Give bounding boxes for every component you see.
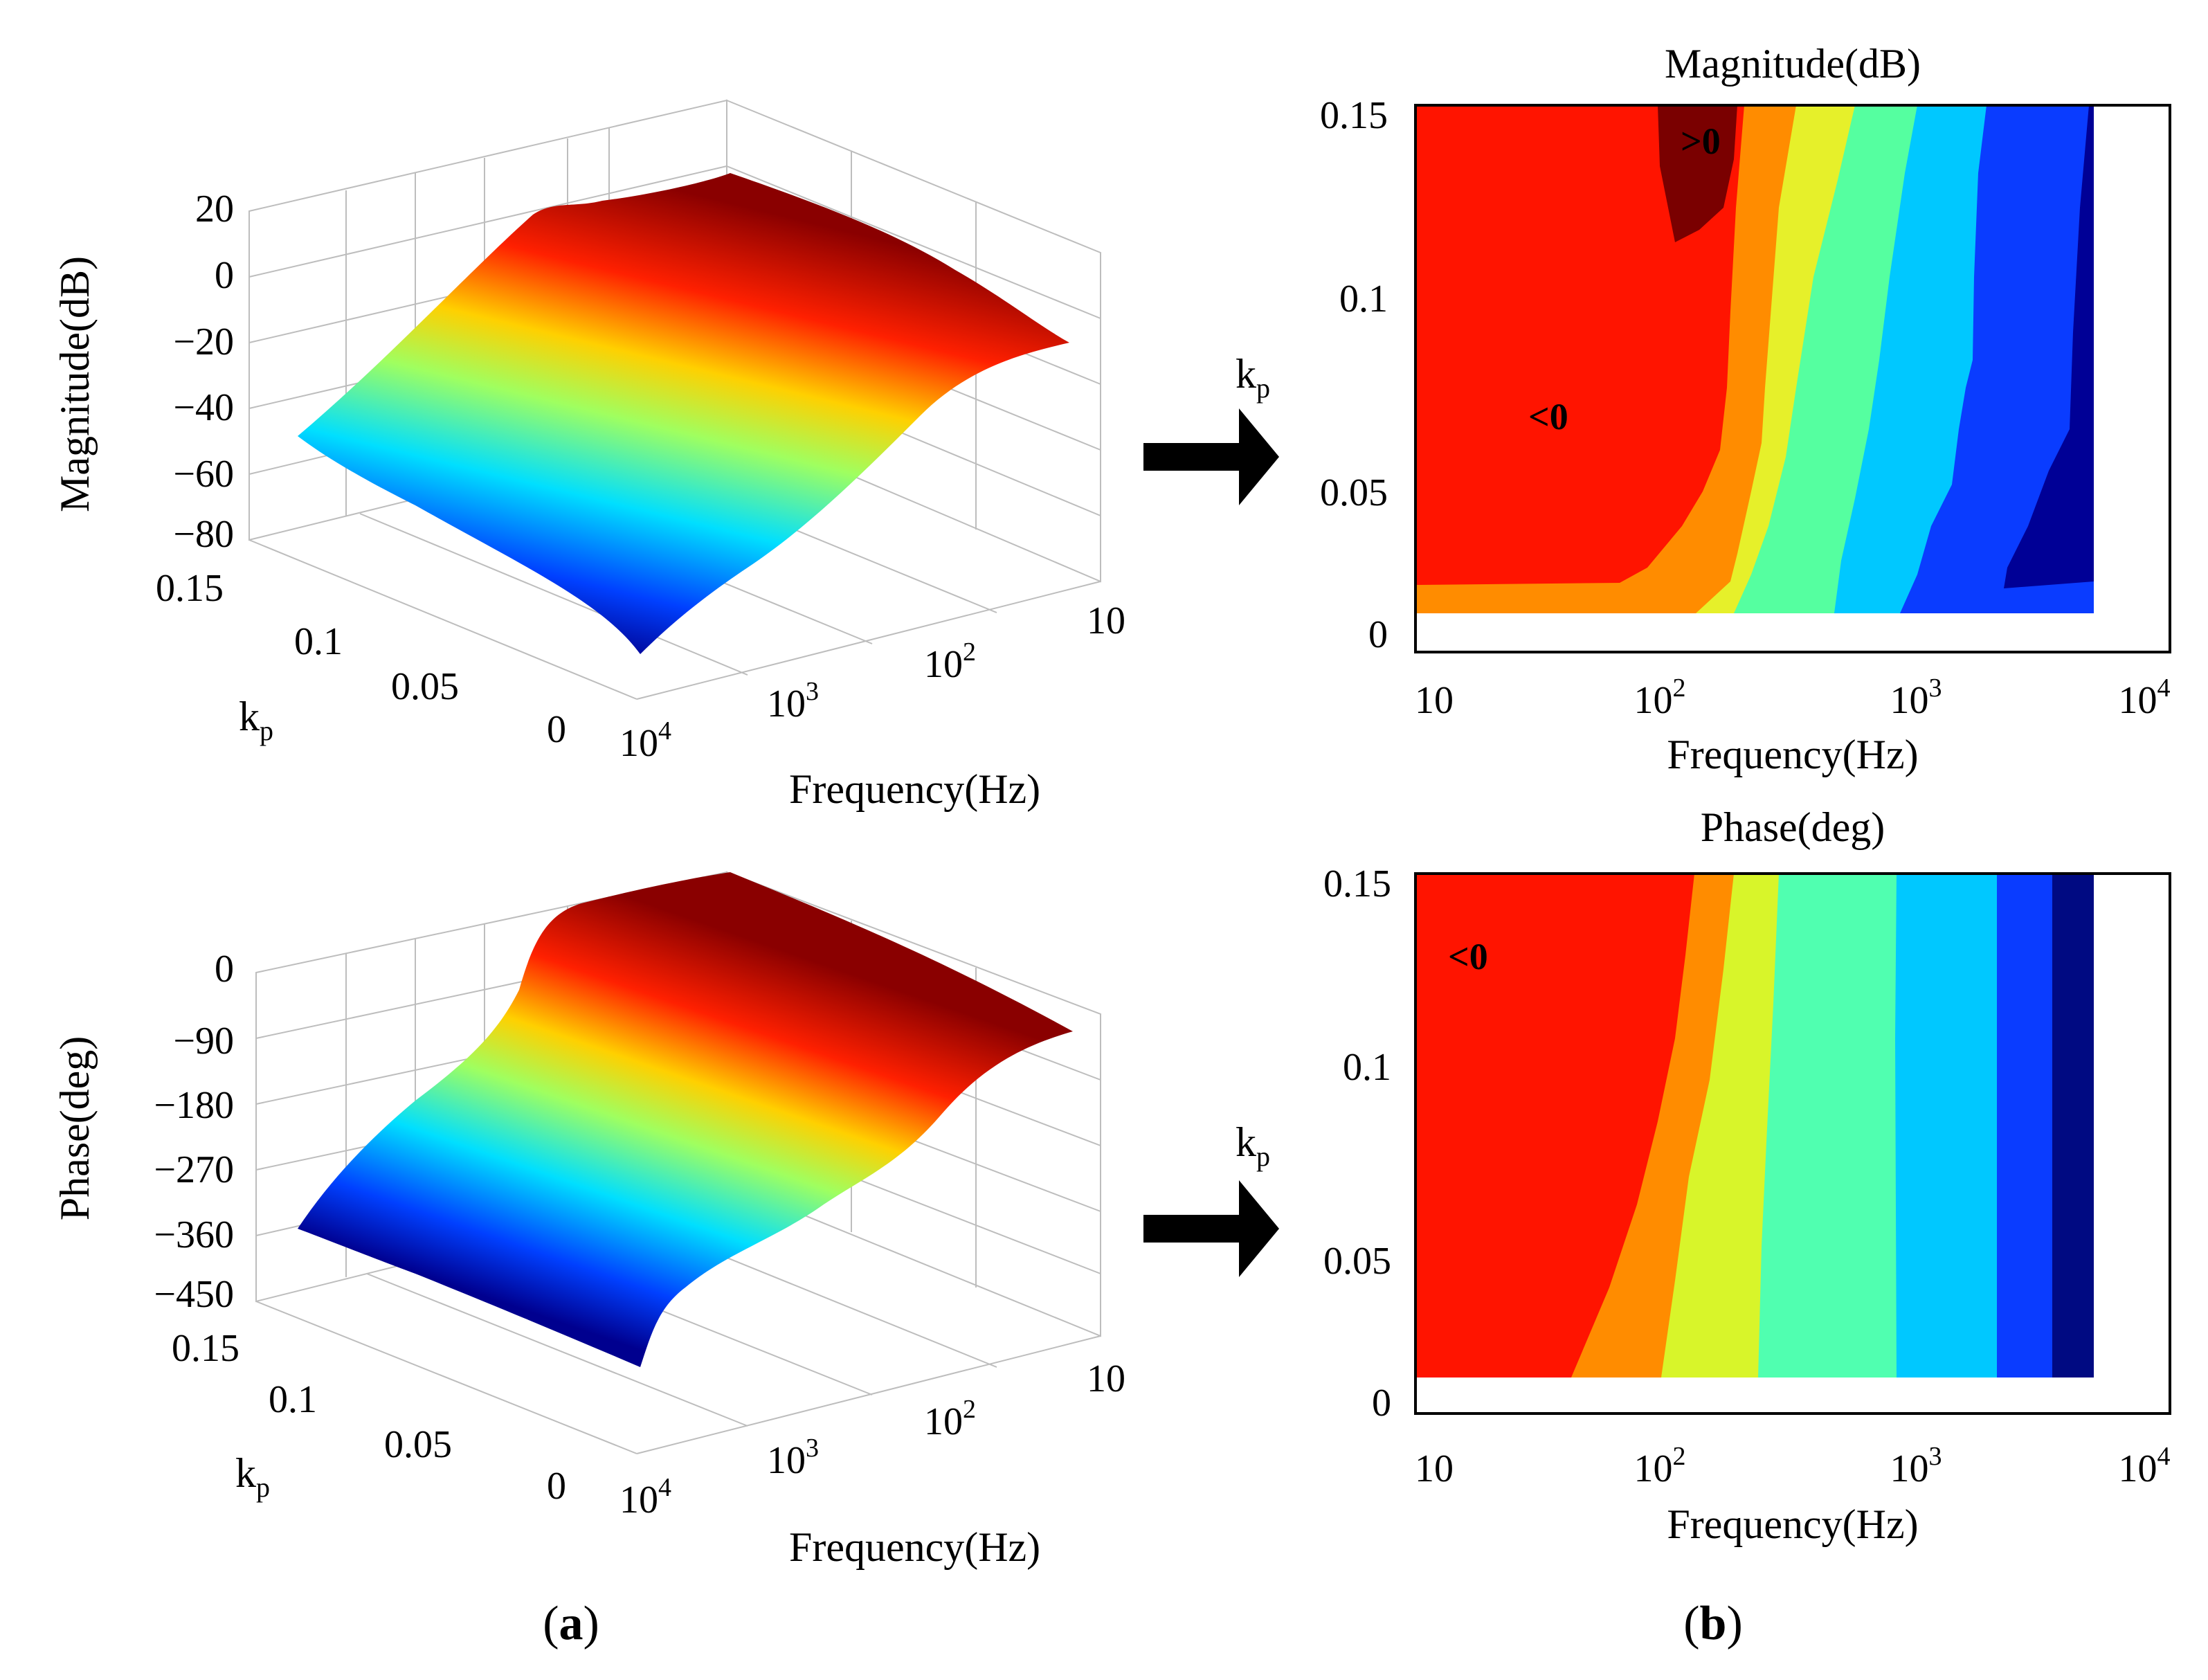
kp-tick: 0.1 [294,620,343,663]
arrow-icon [1143,1180,1279,1277]
freq-tick: 10 [1087,599,1125,642]
chart-title: Magnitude(dB) [1665,41,1921,87]
plot-frame [1414,104,2171,653]
phase-surface [298,872,1073,1367]
kp-tick: 0.15 [172,1327,239,1370]
x-tick: 103 [1890,674,1942,722]
x-tick: 104 [2119,674,2171,722]
kp-tick: 0 [547,708,566,751]
x-tick: 10 [1415,679,1454,722]
y-axis-label: kp [1236,351,1270,404]
z-tick: 0 [215,948,234,991]
z-tick-labels: 0 −90 −180 −270 −360 −450 [154,948,234,1316]
y-tick: 0.15 [1323,862,1391,905]
freq-tick: 104 [619,1473,671,1521]
kp-axis-label: kp [239,694,273,746]
contour-band [1415,874,1694,1378]
magnitude-contour-chart: Magnitude(dB) >0 <0 0.15 0.1 0.05 0 kp 1… [1236,41,2171,777]
contour-band [1658,105,1737,242]
kp-tick-labels: 0.15 0.1 0.05 0 [172,1327,566,1508]
x-tick: 102 [1634,674,1686,722]
z-axis-label: Magnitude(dB) [52,256,98,512]
y-tick: 0 [1368,613,1388,656]
y-tick: 0 [1372,1382,1391,1425]
y-tick: 0.15 [1320,94,1388,137]
annotation: <0 [1528,396,1568,437]
x-tick: 103 [1890,1442,1942,1490]
z-axis-label: Phase(deg) [52,1036,98,1221]
x-tick-labels: 10 102 103 104 [1415,674,2171,722]
y-tick: 0.1 [1343,1046,1391,1089]
x-tick: 104 [2119,1442,2171,1490]
phase-contour-chart: Phase(deg) <0 0.15 0.1 0.05 0 kp 10 102 … [1236,804,2171,1547]
freq-tick-labels: 10 102 103 104 [619,1357,1125,1521]
kp-label-sub: p [256,1472,270,1503]
freq-tick-labels: 10 102 103 104 [619,599,1125,765]
annotation: <0 [1448,936,1488,977]
empty-region [1415,613,2170,652]
freq-axis-label: Frequency(Hz) [789,766,1040,812]
kp-axis-label: kp [235,1450,270,1503]
kp-tick: 0.1 [269,1378,317,1421]
z-tick: −360 [154,1213,234,1256]
freq-tick: 102 [924,638,976,686]
y-tick-labels: 0.15 0.1 0.05 0 [1320,94,1388,656]
z-tick: −80 [173,513,234,556]
x-axis-label: Frequency(Hz) [1667,1501,1918,1547]
kp-label-main: k [235,1450,256,1496]
panel-label-b: (b) [1683,1597,1743,1650]
plot-frame [1414,872,2171,1415]
freq-axis-label: Frequency(Hz) [789,1524,1040,1570]
y-tick: 0.05 [1320,471,1388,514]
y-axis-label: kp [1236,1119,1270,1172]
y-tick-labels: 0.15 0.1 0.05 0 [1323,862,1391,1425]
z-tick: −20 [173,320,234,363]
freq-tick: 103 [767,1434,819,1482]
arrow-icon [1143,408,1279,505]
z-tick: 20 [195,188,234,231]
kp-label-sub: p [260,715,273,746]
kp-tick: 0.05 [391,665,459,708]
chart-title: Phase(deg) [1701,804,1885,850]
z-tick: −180 [154,1084,234,1127]
y-tick: 0.1 [1339,278,1388,320]
z-tick: −90 [173,1020,234,1063]
freq-tick: 104 [619,716,671,765]
kp-label-main: k [239,694,260,739]
x-tick-labels: 10 102 103 104 [1415,1442,2171,1490]
kp-tick: 0 [547,1465,566,1508]
magnitude-surface [298,173,1069,654]
kp-tick-labels: 0.15 0.1 0.05 0 [156,567,566,751]
empty-region [1415,1378,2170,1413]
z-tick: −450 [154,1273,234,1316]
kp-tick: 0.15 [156,567,224,610]
panel-label-a: (a) [543,1597,599,1650]
x-tick: 10 [1415,1447,1454,1490]
z-tick: 0 [215,254,234,297]
freq-tick: 102 [924,1395,976,1443]
annotation: >0 [1681,120,1721,162]
z-tick: −40 [173,386,234,429]
x-tick: 102 [1634,1442,1686,1490]
freq-tick: 10 [1087,1357,1125,1400]
freq-tick: 103 [767,677,819,725]
phase-3d-chart: 0 −90 −180 −270 −360 −450 Phase(deg) 0.1… [52,871,1125,1570]
z-tick-labels: 20 0 −20 −40 −60 −80 [173,188,234,556]
contour-band [1415,105,1744,585]
kp-tick: 0.05 [384,1423,452,1466]
z-tick: −270 [154,1148,234,1191]
y-tick: 0.05 [1323,1240,1391,1283]
z-tick: −60 [173,453,234,496]
x-axis-label: Frequency(Hz) [1667,732,1918,777]
magnitude-3d-chart: 20 0 −20 −40 −60 −80 Magnitude(dB) 0.15 … [52,99,1125,812]
